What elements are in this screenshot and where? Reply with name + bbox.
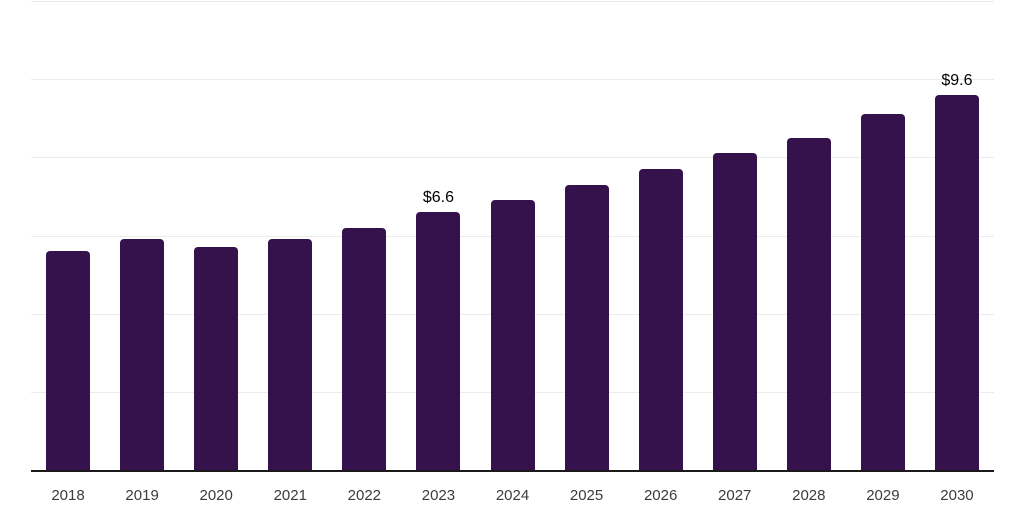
x-tick-label: 2024 (495, 487, 530, 504)
bar (638, 169, 683, 470)
bar (194, 247, 239, 470)
x-tick-label: 2030 (940, 487, 974, 504)
bar (490, 200, 535, 470)
x-tick-label: 2026 (643, 487, 678, 504)
x-tick-label: 2027 (718, 487, 752, 504)
x-tick-label: 2021 (273, 487, 307, 504)
bar (712, 153, 757, 470)
x-tick-label: 2025 (569, 487, 604, 504)
x-tick-label: 2022 (347, 487, 382, 504)
gridline (31, 1, 994, 2)
bar (46, 251, 91, 470)
gridline (31, 157, 994, 159)
bar (564, 184, 609, 470)
bar (934, 94, 979, 470)
x-tick-label: 2023 (421, 487, 456, 504)
data-label: $6.6 (422, 189, 454, 207)
bar (416, 212, 461, 470)
x-tick-label: 2029 (866, 487, 900, 504)
x-tick-label: 2018 (51, 487, 85, 504)
x-axis-line (31, 470, 994, 472)
bar (786, 137, 831, 470)
bar (120, 239, 165, 470)
gridline (31, 79, 994, 81)
x-tick-label: 2019 (125, 487, 159, 504)
x-tick-label: 2020 (199, 487, 233, 504)
bar (860, 114, 905, 470)
data-label: $9.6 (941, 71, 973, 89)
bar (268, 239, 313, 470)
x-tick-label: 2028 (792, 487, 826, 504)
plot-area: 2018 2019 2020 2021 2022 $6.6 2023 2024 2025 2026… (31, 1, 994, 503)
bar (342, 227, 387, 470)
